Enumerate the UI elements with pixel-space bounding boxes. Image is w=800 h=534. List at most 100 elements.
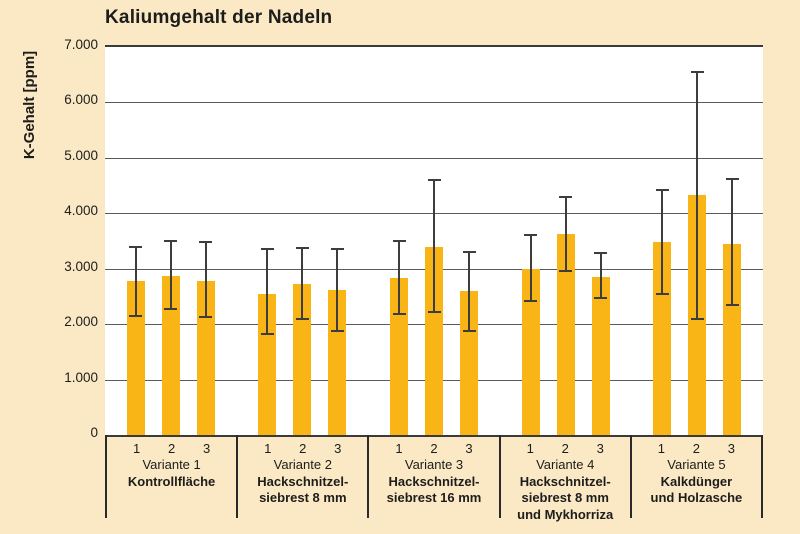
treatment-label: Hackschnitzel- (257, 473, 349, 489)
error-bar-cap (462, 330, 476, 333)
chart-title: Kaliumgehalt der Nadeln (105, 7, 333, 28)
error-bar-cap (164, 240, 178, 242)
treatment-label: Hackschnitzel- (519, 473, 611, 489)
bar-group2-1 (258, 293, 277, 435)
bar-number-label: 3 (596, 441, 604, 456)
x-axis-band: 1 2 3 Variante 1 Kontrollfläche 1 2 3 Variante 2… (105, 435, 764, 522)
error-bar-cap (655, 292, 669, 295)
treatment-label: Kalkdünger (660, 473, 733, 489)
error-bar-cap (427, 179, 441, 182)
error-bar-cap (725, 303, 739, 306)
y-tick-label: 1.000 (64, 369, 98, 385)
bar-group1-1 (126, 281, 145, 435)
error-bar-line (731, 178, 734, 305)
error-bar-cap (655, 188, 669, 191)
error-bar-line (169, 241, 172, 309)
bar-number-label: 2 (167, 441, 176, 456)
bar-number-label: 3 (334, 441, 342, 456)
y-tick-label: 7.000 (64, 37, 98, 52)
error-bar-cap (199, 241, 213, 244)
error-bar-cap (199, 316, 213, 319)
error-bar-cap (559, 195, 573, 198)
error-bar-line (204, 242, 207, 318)
y-tick-label: 4.000 (64, 203, 98, 219)
error-bar-cap (594, 296, 608, 299)
bar-group3-1 (390, 278, 408, 435)
error-bar-cap (260, 332, 274, 335)
error-bar-cap (330, 330, 344, 333)
error-bar-cap (427, 310, 441, 313)
variant-label: Variante 3 (404, 457, 464, 472)
x-group-2: 1 2 3 Variante 2 Hackschnitzel-siebrest 8 mm (236, 435, 367, 518)
error-bar-cap (164, 307, 178, 310)
error-bar-line (134, 246, 137, 316)
error-bar-cap (524, 299, 538, 302)
bar-number-label: 3 (202, 441, 211, 456)
x-group-1: 1 2 3 Variante 1 Kontrollfläche (105, 435, 236, 518)
error-bar-cap (559, 270, 573, 273)
gridline-5000 (105, 157, 763, 159)
error-bar-line (468, 252, 470, 332)
bar-number-label: 1 (395, 441, 403, 456)
error-bar-line (266, 249, 269, 334)
error-bar-cap (295, 246, 309, 249)
bar-number-label: 3 (727, 441, 736, 456)
variant-label: Variante 2 (273, 457, 332, 472)
error-bar-cap (260, 248, 274, 251)
error-bar-cap (295, 317, 309, 320)
error-bar-cap (690, 317, 704, 320)
bar-number-row: 1 2 3 (238, 440, 367, 457)
x-group-5: 1 2 3 Variante 5 Kalkdünger und Holzasche (629, 435, 764, 518)
error-bar-line (529, 235, 532, 301)
error-bar-line (661, 189, 664, 294)
x-group-4: 1 2 3 Variante 4 Hackschnitzel-siebrest 8 mm… (498, 435, 630, 522)
bar-number-label: 2 (430, 441, 438, 456)
bar-number-label: 2 (561, 441, 569, 456)
plot-area (105, 45, 763, 437)
y-tick-label: 2.000 (64, 314, 98, 330)
error-bar-line (564, 196, 567, 272)
error-bar-line (433, 180, 435, 312)
bar-number-row: 1 2 3 (501, 440, 630, 457)
treatment-label: und Holzasche (650, 490, 743, 505)
variant-label: Variante 1 (142, 457, 201, 472)
bar-group3-3 (460, 290, 478, 435)
bar-group3-2 (425, 246, 443, 435)
error-bar-cap (462, 251, 476, 254)
bar-group4-2 (556, 234, 575, 435)
bar-group1-3 (196, 281, 215, 435)
variant-label: Variante 5 (667, 457, 726, 472)
error-bar-cap (330, 248, 344, 251)
treatment-label: Kontrollfläche (127, 473, 216, 489)
bar-number-label: 1 (657, 441, 666, 456)
y-tick-label: 0 (90, 425, 98, 440)
bar-group4-3 (591, 277, 610, 435)
bar-number-label: 1 (132, 441, 141, 456)
error-bar-cap (129, 314, 143, 317)
error-bar-cap (690, 70, 704, 73)
error-bar-cap (129, 245, 143, 248)
gridline-6000 (105, 102, 763, 104)
error-bar-line (301, 247, 304, 319)
bar-number-label: 2 (299, 441, 307, 456)
treatment-label: und Mykhorriza (517, 506, 614, 522)
bar-number-label: 1 (526, 441, 534, 456)
bar-number-label: 2 (692, 441, 701, 456)
error-bar-line (599, 253, 602, 298)
bar-group1-2 (161, 275, 180, 435)
bar-group5-1 (653, 242, 672, 435)
error-bar-line (696, 71, 699, 319)
error-bar-line (398, 241, 400, 315)
treatment-label: siebrest 16 mm (386, 490, 482, 505)
variant-label: Variante 4 (536, 457, 595, 472)
treatment-label: siebrest 8 mm (259, 490, 347, 505)
bar-number-label: 3 (465, 441, 473, 456)
y-tick-label: 3.000 (64, 258, 98, 274)
bar-number-label: 1 (264, 441, 272, 456)
bar-group2-2 (293, 283, 312, 435)
treatment-label: Hackschnitzel- (388, 473, 480, 489)
bar-group4-1 (521, 268, 540, 435)
error-bar-cap (594, 252, 608, 255)
bar-number-row: 1 2 3 (632, 440, 761, 457)
